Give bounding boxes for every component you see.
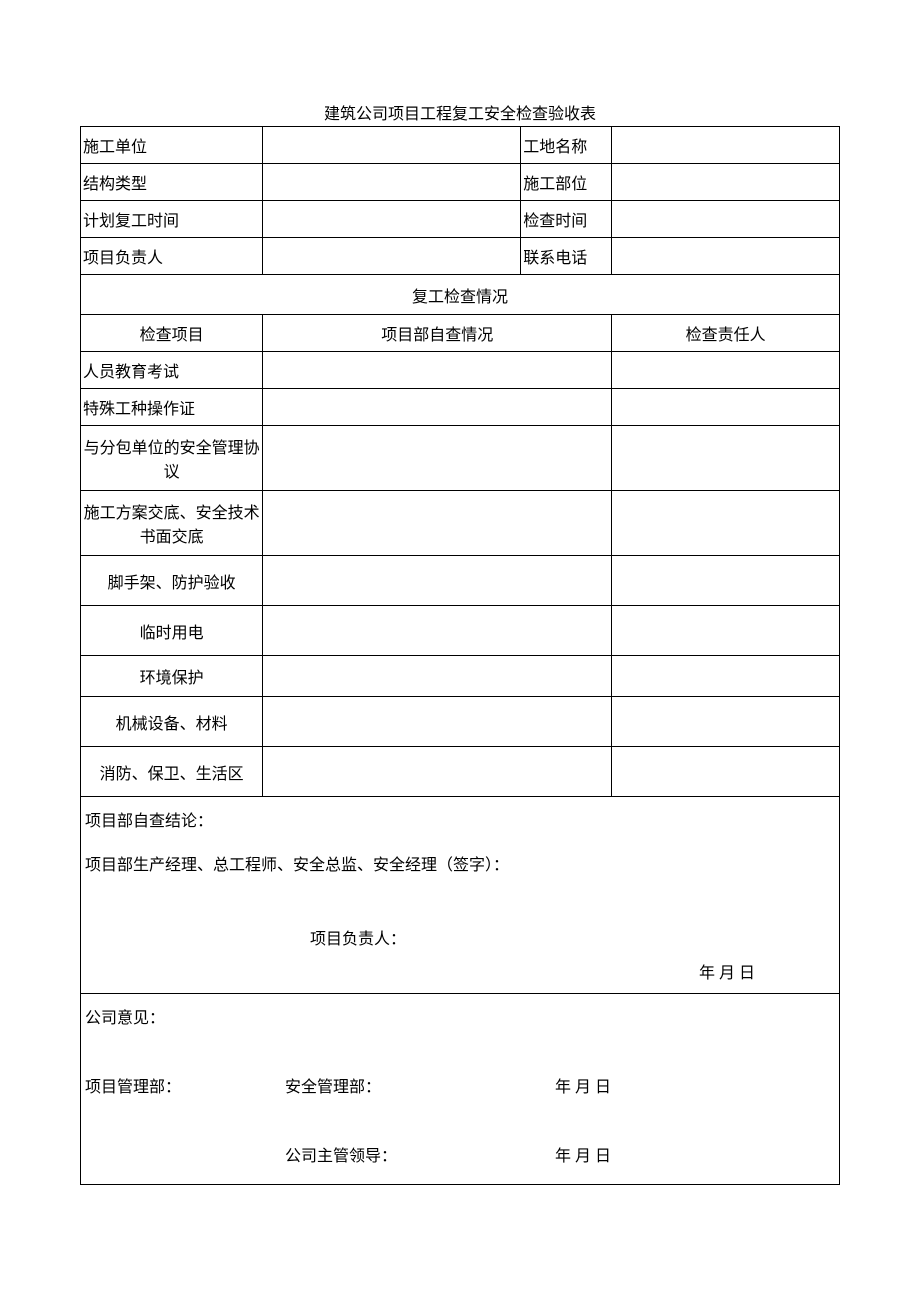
opinion-dept1: 项目管理部：: [85, 1073, 285, 1097]
col-check-item: 检查项目: [81, 315, 263, 352]
construction-part-label: 施工部位: [521, 164, 612, 201]
structure-type-value: [263, 164, 521, 201]
table-row: 机械设备、材料: [81, 697, 840, 747]
check-time-label: 检查时间: [521, 201, 612, 238]
inspection-form-table: 施工单位 工地名称 结构类型 施工部位 计划复工时间 检查时间 项目负责人 联系…: [80, 126, 840, 1185]
opinion-date1: 年 月 日: [555, 1073, 835, 1097]
item-responsible: [612, 491, 840, 556]
item-selfcheck: [263, 606, 612, 656]
construction-part-value: [612, 164, 840, 201]
opinion-spacer: [85, 1142, 285, 1166]
table-row: 特殊工种操作证: [81, 389, 840, 426]
item-responsible: [612, 747, 840, 797]
item-selfcheck: [263, 556, 612, 606]
item-selfcheck: [263, 656, 612, 697]
item-responsible: [612, 426, 840, 491]
opinion-dept2: 安全管理部：: [285, 1073, 555, 1097]
opinion-title: 公司意见：: [85, 1004, 835, 1028]
item-responsible: [612, 656, 840, 697]
table-row: 人员教育考试: [81, 352, 840, 389]
item-selfcheck: [263, 389, 612, 426]
item-selfcheck: [263, 426, 612, 491]
col-self-check: 项目部自查情况: [263, 315, 612, 352]
table-row: 施工方案交底、安全技术书面交底: [81, 491, 840, 556]
item-name: 消防、保卫、生活区: [81, 747, 263, 797]
conclusion-date: 年 月 日: [85, 959, 835, 983]
item-name: 特殊工种操作证: [81, 389, 263, 426]
item-selfcheck: [263, 491, 612, 556]
item-name: 人员教育考试: [81, 352, 263, 389]
item-name: 施工方案交底、安全技术书面交底: [81, 491, 263, 556]
item-responsible: [612, 389, 840, 426]
site-name-label: 工地名称: [521, 127, 612, 164]
table-row: 临时用电: [81, 606, 840, 656]
conclusion-leader-label: 项目负责人：: [85, 925, 835, 949]
opinion-cell: 公司意见： 项目管理部： 安全管理部： 年 月 日 公司主管领导： 年 月 日: [81, 994, 840, 1185]
item-responsible: [612, 697, 840, 747]
table-row: 与分包单位的安全管理协议: [81, 426, 840, 491]
contact-phone-value: [612, 238, 840, 275]
table-row: 消防、保卫、生活区: [81, 747, 840, 797]
project-leader-value: [263, 238, 521, 275]
item-selfcheck: [263, 352, 612, 389]
table-row: 脚手架、防护验收: [81, 556, 840, 606]
item-name: 脚手架、防护验收: [81, 556, 263, 606]
document-title: 建筑公司项目工程复工安全检查验收表: [80, 100, 840, 124]
item-selfcheck: [263, 747, 612, 797]
item-responsible: [612, 352, 840, 389]
item-name: 临时用电: [81, 606, 263, 656]
planned-resume-time-value: [263, 201, 521, 238]
construction-unit-value: [263, 127, 521, 164]
table-row: 环境保护: [81, 656, 840, 697]
construction-unit-label: 施工单位: [81, 127, 263, 164]
item-name: 环境保护: [81, 656, 263, 697]
section-title: 复工检查情况: [81, 275, 840, 315]
conclusion-cell: 项目部自查结论： 项目部生产经理、总工程师、安全总监、安全经理（签字）： 项目负…: [81, 797, 840, 994]
check-time-value: [612, 201, 840, 238]
col-responsible: 检查责任人: [612, 315, 840, 352]
planned-resume-time-label: 计划复工时间: [81, 201, 263, 238]
item-responsible: [612, 556, 840, 606]
item-name: 与分包单位的安全管理协议: [81, 426, 263, 491]
opinion-date2: 年 月 日: [555, 1142, 835, 1166]
project-leader-label: 项目负责人: [81, 238, 263, 275]
structure-type-label: 结构类型: [81, 164, 263, 201]
conclusion-title: 项目部自查结论：: [85, 807, 835, 831]
item-responsible: [612, 606, 840, 656]
site-name-value: [612, 127, 840, 164]
contact-phone-label: 联系电话: [521, 238, 612, 275]
item-name: 机械设备、材料: [81, 697, 263, 747]
conclusion-signers: 项目部生产经理、总工程师、安全总监、安全经理（签字）：: [85, 851, 835, 875]
item-selfcheck: [263, 697, 612, 747]
opinion-leader-label: 公司主管领导：: [285, 1142, 555, 1166]
